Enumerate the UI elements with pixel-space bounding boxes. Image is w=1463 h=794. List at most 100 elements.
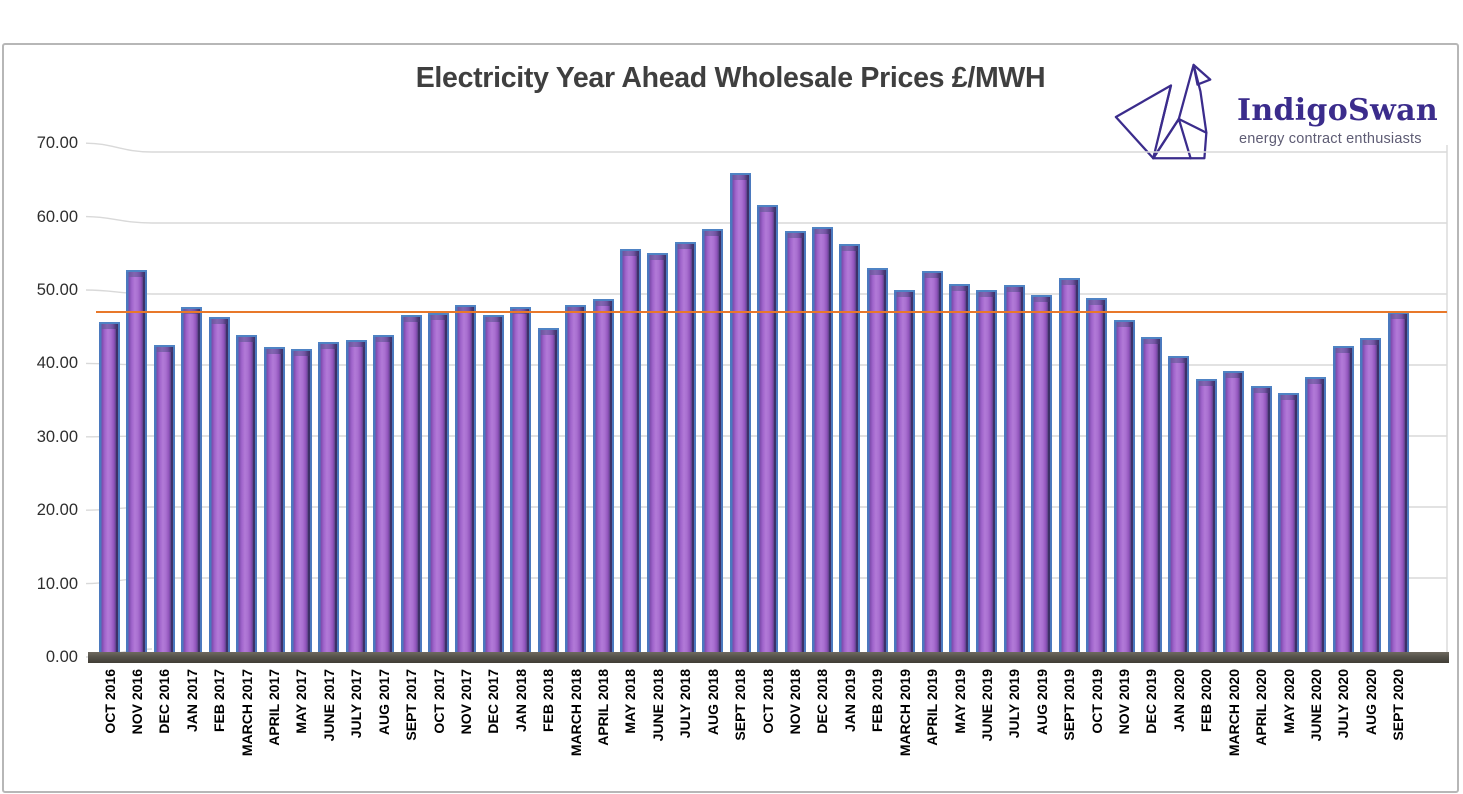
bar-aug-2018	[702, 228, 724, 656]
bar-may-2017	[290, 349, 312, 656]
y-axis-label: 40.00	[36, 354, 78, 373]
bar-aug-2020	[1360, 338, 1382, 656]
chart-floor	[88, 652, 1449, 663]
x-axis-label: AUG 2018	[704, 669, 721, 736]
bar-top-bevel	[537, 328, 559, 336]
bar-sept-2020	[1387, 312, 1409, 656]
bar-top-bevel	[1058, 277, 1080, 285]
x-axis-label: AUG 2019	[1033, 669, 1050, 736]
bar-sept-2019	[1058, 277, 1080, 656]
x-axis-label: APRIL 2020	[1253, 669, 1270, 746]
bar-top-bevel	[757, 204, 779, 212]
origami-swan-icon	[1114, 63, 1212, 160]
bar-top-bevel	[236, 335, 258, 343]
bar-nov-2019	[1113, 319, 1135, 656]
bar-top-bevel	[1332, 345, 1354, 353]
x-axis-label: JUNE 2019	[978, 669, 995, 742]
bar-top-bevel	[345, 340, 367, 348]
bar-top-bevel	[866, 267, 888, 275]
bar-top-bevel	[949, 284, 971, 292]
logo-tagline: energy contract enthusiasts	[1239, 131, 1422, 147]
bar-april-2017	[263, 346, 285, 656]
bar-oct-2018	[757, 204, 779, 656]
bar-june-2019	[976, 290, 998, 656]
bar-feb-2020	[1195, 379, 1217, 656]
y-axis-label: 10.00	[36, 574, 78, 593]
x-axis-label: APRIL 2019	[924, 669, 941, 746]
bar-april-2018	[592, 298, 614, 656]
bar-top-bevel	[894, 289, 916, 297]
y-axis-label: 50.00	[36, 281, 78, 299]
bar-oct-2016	[99, 322, 120, 656]
x-axis-label: OCT 2016	[101, 669, 118, 734]
bar-april-2019	[921, 270, 943, 656]
x-axis-label: MAY 2017	[293, 669, 310, 734]
bar-feb-2018	[537, 328, 559, 656]
bar-dec-2016	[153, 345, 175, 656]
bar-jan-2019	[839, 243, 861, 656]
x-axis-label: FEB 2019	[869, 669, 886, 733]
bar-july-2017	[345, 340, 367, 656]
bar-oct-2019	[1086, 298, 1108, 656]
bar-top-bevel	[181, 306, 203, 314]
x-axis-label: NOV 2017	[457, 669, 474, 735]
bar-jan-2018	[510, 306, 532, 656]
bar-top-bevel	[1086, 298, 1108, 306]
reference-line	[96, 311, 1447, 313]
x-axis-label: MARCH 2017	[238, 669, 255, 757]
bar-top-bevel	[126, 269, 148, 277]
bar-sept-2017	[400, 315, 422, 656]
y-axis-label: 70.00	[36, 134, 78, 153]
bar-march-2017	[236, 335, 258, 656]
bar-may-2019	[949, 284, 971, 656]
bar-nov-2016	[126, 269, 148, 656]
bar-july-2018	[674, 242, 696, 656]
bar-top-bevel	[208, 316, 230, 324]
bar-top-bevel	[263, 346, 285, 354]
y-axis-label: 60.00	[36, 207, 78, 226]
bar-aug-2017	[373, 335, 395, 656]
bar-june-2018	[647, 252, 669, 656]
y-axis-label: 0.00	[45, 648, 78, 666]
bar-top-bevel	[99, 322, 120, 330]
bar-top-bevel	[729, 172, 751, 180]
logo-brand-name: IndigoSwan	[1237, 93, 1438, 128]
bar-top-bevel	[428, 313, 450, 321]
x-axis-label: JULY 2019	[1006, 669, 1023, 739]
x-axis-label: JULY 2020	[1335, 669, 1352, 739]
bar-top-bevel	[482, 314, 504, 322]
bar-top-bevel	[373, 335, 395, 343]
bar-top-bevel	[1250, 385, 1272, 393]
bar-top-bevel	[1140, 336, 1162, 344]
x-axis-label: FEB 2017	[211, 669, 228, 733]
bar-may-2018	[619, 249, 641, 656]
bar-top-bevel	[674, 242, 696, 250]
bar-top-bevel	[784, 230, 806, 238]
bar-top-bevel	[153, 345, 175, 353]
bar-nov-2018	[784, 230, 806, 656]
x-axis-label: AUG 2020	[1362, 669, 1379, 736]
bar-july-2020	[1332, 345, 1354, 656]
x-axis-label: APRIL 2018	[595, 669, 612, 746]
bar-top-bevel	[1168, 355, 1190, 363]
bar-march-2020	[1223, 370, 1245, 656]
bar-top-bevel	[1113, 319, 1135, 327]
bar-april-2020	[1250, 385, 1272, 656]
x-axis-label: NOV 2019	[1116, 669, 1133, 735]
x-axis-label: APRIL 2017	[266, 669, 283, 746]
x-axis-label: FEB 2018	[540, 669, 557, 733]
bar-oct-2017	[428, 313, 450, 656]
x-axis-label: OCT 2019	[1088, 669, 1105, 734]
x-axis-label: NOV 2016	[128, 669, 145, 735]
bar-feb-2019	[866, 267, 888, 656]
bar-feb-2017	[208, 316, 230, 656]
bar-top-bevel	[400, 315, 422, 323]
bar-top-bevel	[318, 342, 340, 350]
x-axis-label: SEPT 2019	[1061, 669, 1078, 741]
bar-july-2019	[1003, 285, 1025, 656]
bar-top-bevel	[1278, 393, 1300, 401]
bar-top-bevel	[839, 243, 861, 251]
bar-top-bevel	[1195, 379, 1217, 387]
